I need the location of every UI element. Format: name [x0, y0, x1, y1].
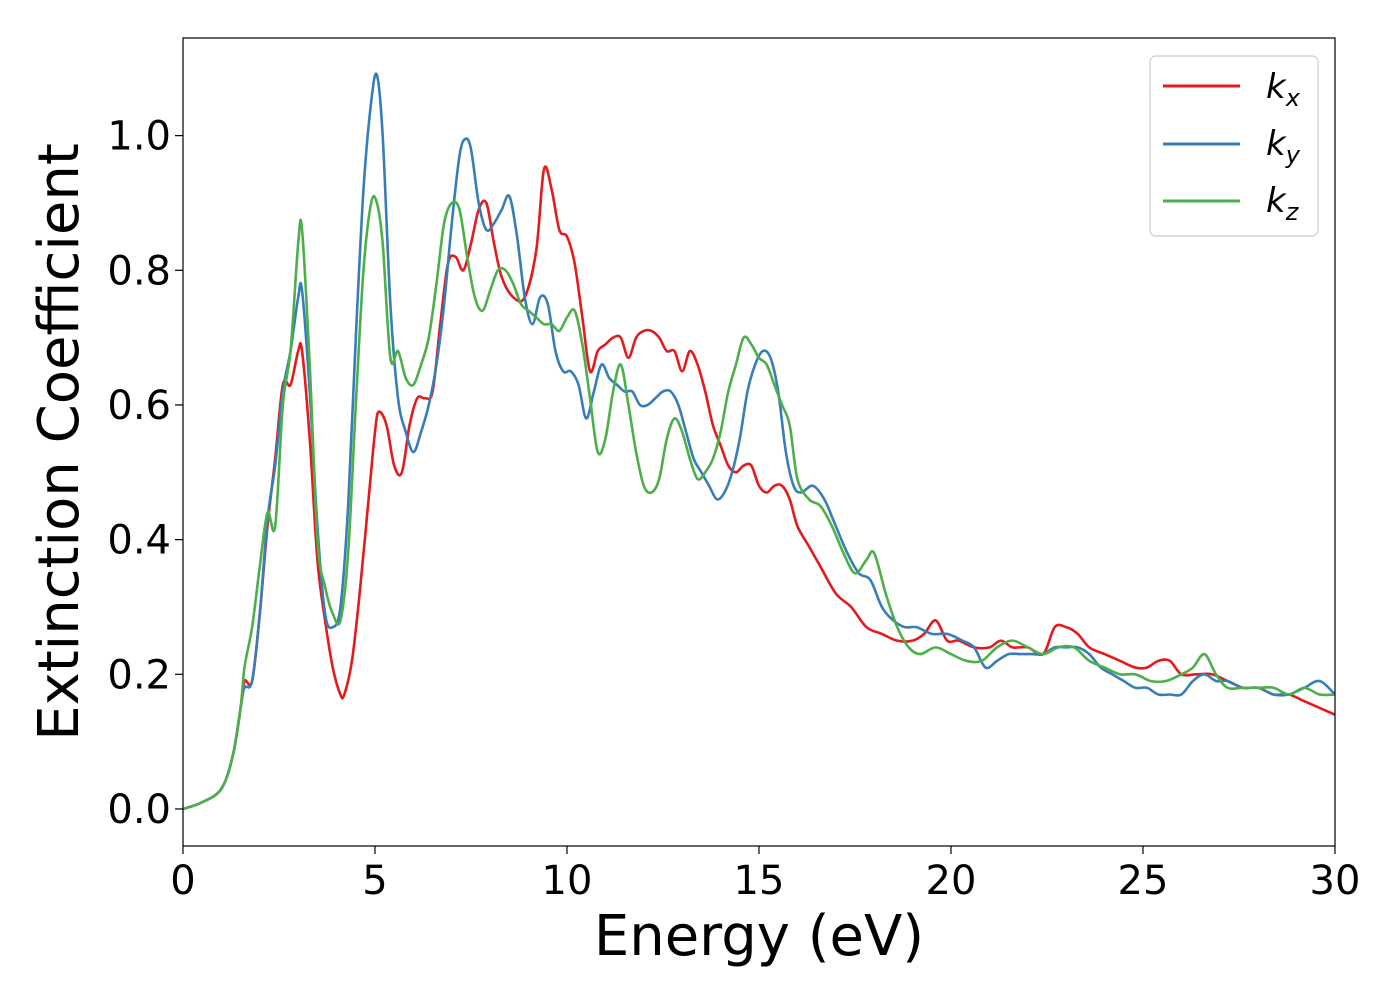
x-tick-label: 10 — [542, 858, 593, 904]
y-axis-title: Extinction Coefficient — [27, 143, 92, 741]
series-group — [183, 72, 1335, 811]
y-tick-label: 0.8 — [107, 248, 171, 294]
legend-label-ky: ky — [1266, 124, 1301, 169]
legend: kx ky kz — [1149, 55, 1319, 237]
x-tick-label: 20 — [926, 858, 977, 904]
x-tick-label: 15 — [734, 858, 785, 904]
x-axis: 0 5 10 15 20 25 30 — [170, 846, 1360, 904]
y-tick-label: 1.0 — [107, 114, 171, 160]
x-tick-label: 5 — [362, 858, 387, 904]
series-layer — [183, 72, 1335, 811]
legend-label-kz: kz — [1266, 181, 1300, 226]
y-tick-label: 0.4 — [107, 518, 171, 564]
y-tick-label: 0.6 — [107, 383, 171, 429]
series-line-kz — [183, 194, 1335, 811]
x-tick-label: 0 — [170, 858, 195, 904]
y-axis: 0.0 0.2 0.4 0.6 0.8 1.0 — [107, 114, 183, 833]
legend-frame — [1149, 55, 1319, 237]
y-tick-label: 0.0 — [107, 787, 171, 833]
legend-label-kx: kx — [1266, 67, 1301, 112]
series-line-kx — [183, 165, 1335, 811]
x-tick-label: 25 — [1118, 858, 1169, 904]
x-axis-title: Energy (eV) — [594, 904, 924, 969]
x-tick-label: 30 — [1310, 858, 1361, 904]
y-tick-label: 0.2 — [107, 652, 171, 698]
